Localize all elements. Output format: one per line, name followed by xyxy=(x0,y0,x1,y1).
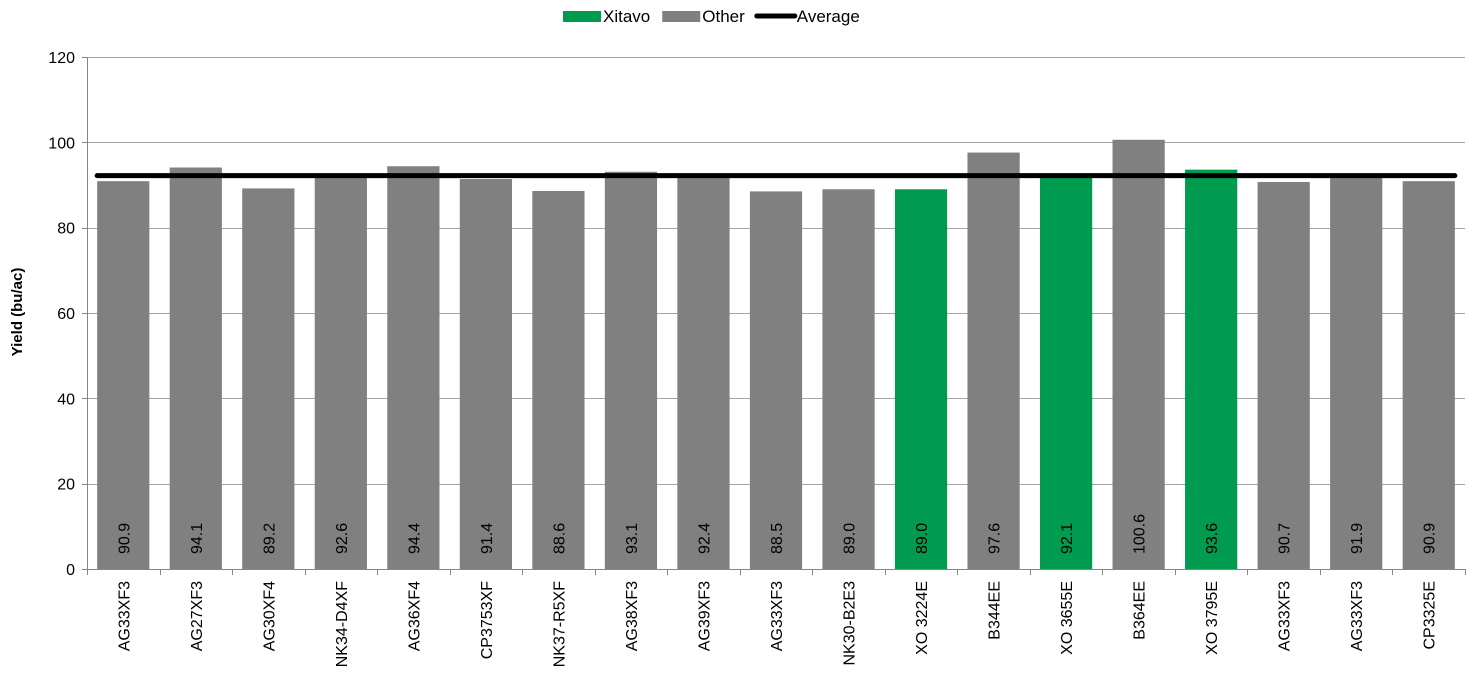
bar-value-label: 92.6 xyxy=(334,523,351,554)
bar-value-label: 90.9 xyxy=(1422,523,1439,554)
x-tick-label: B344EE xyxy=(987,581,1004,640)
x-tick-label: AG33XF3 xyxy=(1277,581,1294,651)
x-tick-label: AG39XF3 xyxy=(696,581,713,651)
y-tick-labels: 0 20 40 60 80 100 120 xyxy=(48,50,75,579)
x-tick-label: CP3753XF xyxy=(479,581,496,659)
x-tick-labels: AG33XF3 AG27XF3 AG30XF4 NK34-D4XF AG36XF4 CP3… xyxy=(116,581,1438,667)
y-tick-label: 120 xyxy=(48,50,75,67)
y-tick-label: 60 xyxy=(57,306,75,323)
x-tick-label: AG33XF3 xyxy=(1349,581,1366,651)
x-tick-label: XO 3655E xyxy=(1059,581,1076,655)
bar-other xyxy=(97,181,150,569)
y-tick-label: 0 xyxy=(66,562,75,579)
legend-label-average: Average xyxy=(797,7,860,26)
bar-series xyxy=(97,139,1455,570)
bar-other xyxy=(967,152,1020,569)
bar-other xyxy=(532,190,585,569)
x-tick-label: AG33XF3 xyxy=(769,581,786,651)
bar-xitavo xyxy=(1185,169,1238,569)
bar-value-label: 93.6 xyxy=(1204,523,1221,554)
bar-other xyxy=(314,173,367,569)
x-tick-label: AG27XF3 xyxy=(189,581,206,651)
bar-value-label: 97.6 xyxy=(987,523,1004,554)
chart-legend: Xitavo Other Average xyxy=(563,7,860,26)
bar-value-label: 90.9 xyxy=(116,523,133,554)
bar-other xyxy=(1402,181,1455,569)
legend-label-xitavo: Xitavo xyxy=(603,7,650,26)
bar-value-label: 94.1 xyxy=(189,523,206,554)
bar-value-label: 89.2 xyxy=(261,523,278,554)
bar-other xyxy=(1257,182,1310,569)
bar-value-label: 93.1 xyxy=(624,523,641,554)
bar-value-labels: 90.9 94.1 89.2 92.6 94.4 91.4 88.6 93.1 92.4 88.5… xyxy=(116,514,1438,554)
x-tick-label: AG33XF3 xyxy=(116,581,133,651)
y-tick-label: 80 xyxy=(57,221,75,238)
bar-value-label: 90.7 xyxy=(1277,523,1294,554)
bar-other xyxy=(1112,139,1165,569)
bar-value-label: 91.4 xyxy=(479,523,496,554)
bar-other xyxy=(822,189,875,569)
bar-other xyxy=(604,171,658,569)
x-tick-label: NK34-D4XF xyxy=(334,581,351,667)
bar-other xyxy=(169,167,222,569)
bar-value-label: 92.4 xyxy=(696,523,713,554)
x-tick-label: XO 3224E xyxy=(914,581,931,655)
axes xyxy=(82,57,1466,575)
bar-value-label: 91.9 xyxy=(1349,523,1366,554)
bar-other xyxy=(387,166,440,570)
x-tick-label: XO 3795E xyxy=(1204,581,1221,655)
legend-swatch-other xyxy=(662,11,701,22)
bar-xitavo xyxy=(894,189,948,569)
x-tick-label: AG30XF4 xyxy=(261,581,278,651)
x-tick-label: B364EE xyxy=(1132,581,1149,640)
bar-value-label: 94.4 xyxy=(406,523,423,554)
x-tick-label: NK30-B2E3 xyxy=(842,581,859,666)
bar-other xyxy=(459,179,513,569)
bar-other xyxy=(749,191,803,569)
bar-value-label: 89.0 xyxy=(914,523,931,554)
bar-value-label: 92.1 xyxy=(1059,523,1076,554)
x-tick-label: AG36XF4 xyxy=(406,581,423,651)
x-tick-label: NK37-R5XF xyxy=(551,581,568,667)
y-tick-label: 40 xyxy=(57,391,75,408)
bar-xitavo xyxy=(1040,176,1093,570)
y-tick-label: 20 xyxy=(57,477,75,494)
legend-swatch-xitavo xyxy=(563,11,601,22)
bar-value-label: 88.6 xyxy=(551,523,568,554)
bar-value-label: 100.6 xyxy=(1132,514,1149,554)
bar-value-label: 89.0 xyxy=(842,523,859,554)
bar-other xyxy=(242,188,295,569)
bar-other xyxy=(1330,176,1383,569)
y-axis-label: Yield (bu/ac) xyxy=(9,268,26,357)
y-tick-label: 100 xyxy=(48,135,75,152)
x-tick-label: AG38XF3 xyxy=(624,581,641,651)
bar-other xyxy=(677,174,730,569)
bar-value-label: 88.5 xyxy=(769,523,786,554)
legend-label-other: Other xyxy=(702,7,745,26)
x-tick-label: CP3325E xyxy=(1422,581,1439,650)
